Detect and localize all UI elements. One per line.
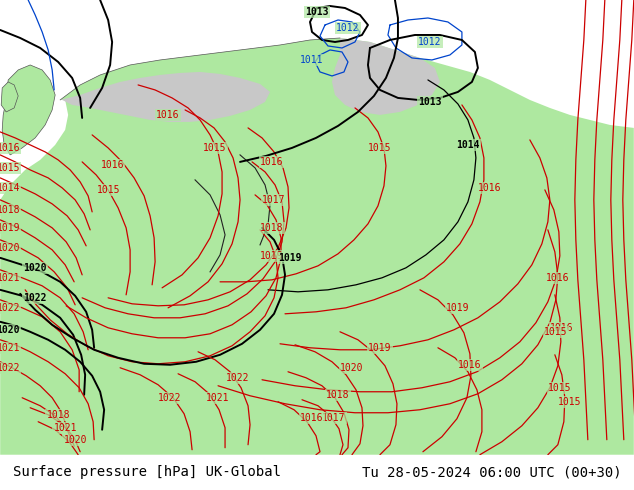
- Text: 1022: 1022: [0, 303, 20, 313]
- Text: 1013: 1013: [305, 7, 329, 17]
- Text: 1016: 1016: [478, 183, 501, 193]
- Text: 1015: 1015: [0, 163, 20, 173]
- Text: 1018: 1018: [327, 390, 350, 400]
- Text: 1020: 1020: [340, 363, 364, 373]
- Text: 1015: 1015: [368, 143, 392, 153]
- Polygon shape: [1, 82, 18, 112]
- Text: 1019: 1019: [368, 343, 392, 353]
- Polygon shape: [0, 38, 634, 455]
- Text: 1016: 1016: [301, 413, 324, 423]
- Text: 1015: 1015: [544, 327, 567, 337]
- Polygon shape: [2, 65, 55, 155]
- Text: 1019: 1019: [0, 223, 20, 233]
- Text: 1020: 1020: [63, 435, 87, 445]
- Polygon shape: [332, 38, 440, 115]
- Text: Surface pressure [hPa] UK-Global: Surface pressure [hPa] UK-Global: [13, 466, 281, 479]
- Text: 1013: 1013: [418, 97, 442, 107]
- Text: 1015: 1015: [558, 397, 581, 407]
- Text: 1022: 1022: [0, 363, 20, 373]
- Text: 1014: 1014: [456, 140, 480, 150]
- Polygon shape: [60, 72, 270, 122]
- Text: 1019: 1019: [278, 253, 302, 263]
- Text: 1016: 1016: [546, 273, 569, 283]
- Text: 1022: 1022: [226, 373, 250, 383]
- Text: 1015: 1015: [548, 383, 572, 393]
- Text: 1014: 1014: [0, 183, 20, 193]
- Text: 1019: 1019: [261, 251, 284, 261]
- Text: 1012: 1012: [418, 37, 442, 47]
- Text: 1021: 1021: [0, 343, 20, 353]
- Text: 1021: 1021: [206, 393, 230, 403]
- Text: 1021: 1021: [0, 273, 20, 283]
- Text: 1019: 1019: [446, 303, 470, 313]
- Text: 1016: 1016: [261, 157, 284, 167]
- Text: 1011: 1011: [301, 55, 324, 65]
- Text: 1020: 1020: [23, 263, 47, 273]
- Text: 1016: 1016: [550, 323, 574, 333]
- Text: 1012: 1012: [336, 23, 359, 33]
- Text: 1018: 1018: [261, 223, 284, 233]
- Text: 1020: 1020: [0, 325, 20, 335]
- Text: 1020: 1020: [0, 243, 20, 253]
- Text: 1018: 1018: [46, 410, 70, 420]
- Text: 1015: 1015: [96, 185, 120, 195]
- Text: 1016: 1016: [0, 143, 20, 153]
- Text: 1016: 1016: [157, 110, 180, 120]
- Text: 1017: 1017: [322, 413, 346, 423]
- Text: 1018: 1018: [0, 205, 20, 215]
- Text: 1021: 1021: [53, 423, 77, 433]
- Text: 1016: 1016: [458, 360, 482, 370]
- Text: Tu 28-05-2024 06:00 UTC (00+30): Tu 28-05-2024 06:00 UTC (00+30): [361, 466, 621, 479]
- Text: 1022: 1022: [158, 393, 182, 403]
- Text: 1022: 1022: [23, 293, 47, 303]
- Text: 1016: 1016: [100, 160, 124, 170]
- Text: 1015: 1015: [204, 143, 227, 153]
- Text: 1017: 1017: [262, 195, 286, 205]
